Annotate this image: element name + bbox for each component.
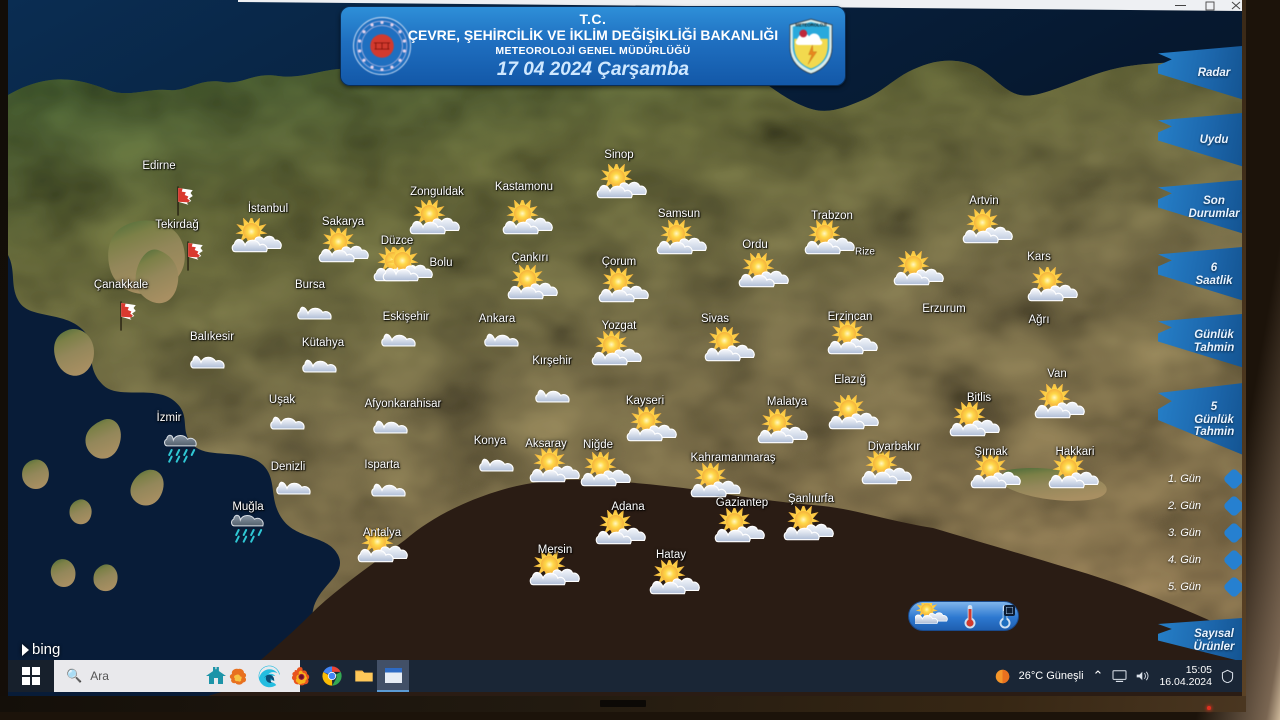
svg-text:METEOROLOJİ: METEOROLOJİ	[795, 22, 826, 27]
